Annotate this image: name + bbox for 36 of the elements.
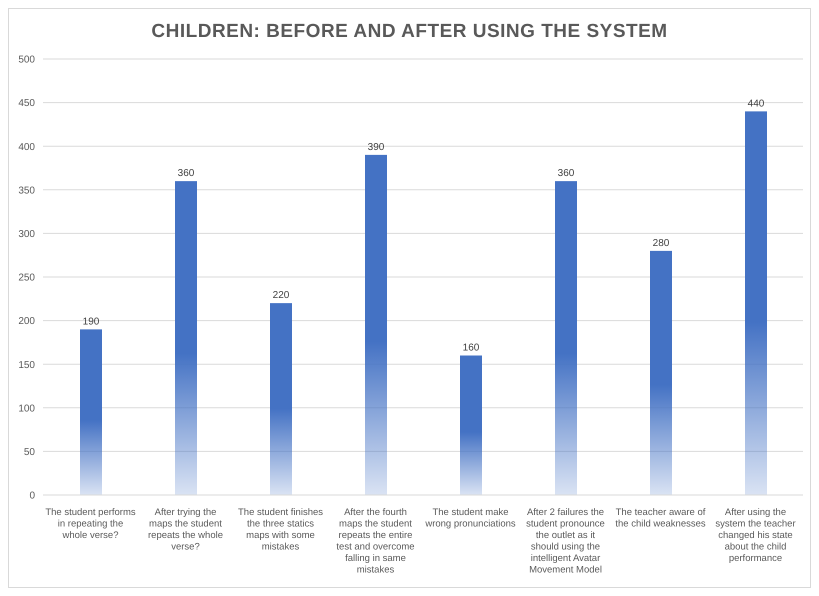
y-tick-label: 350 [18, 185, 36, 196]
data-label: 190 [82, 316, 100, 328]
data-label: 220 [272, 290, 290, 302]
y-tick-label: 150 [18, 360, 36, 371]
y-tick-label: 50 [24, 446, 36, 458]
y-tick-label: 0 [29, 490, 36, 502]
bar [175, 181, 197, 495]
y-tick-label: 200 [18, 316, 36, 328]
bar [555, 181, 577, 495]
data-label: 360 [558, 168, 575, 180]
x-tick-label: After the fourth maps the student repeats the entire test and overcome falling in same mistakes [336, 507, 415, 576]
x-tick-label: The student finishes the three statics maps with some mistakes [238, 507, 324, 552]
bar [745, 111, 767, 495]
chart-title: CHILDREN: BEFORE AND AFTER USING THE SYSTEM [150, 20, 669, 44]
y-tick-label: 400 [18, 142, 36, 153]
data-label: 390 [368, 142, 385, 153]
bar [365, 154, 387, 495]
x-tick-label: After trying the maps the student repeats the whole verse? [148, 507, 223, 552]
x-tick-label: The student performs in repeating the whole verse? [45, 507, 136, 541]
bar [650, 250, 672, 495]
x-tick-label: The teacher aware of the child weaknesses [615, 507, 706, 530]
data-label: 160 [462, 342, 480, 354]
x-tick-label: After using the system the teacher changed his state about the child performance [715, 507, 796, 564]
x-tick-label: After 2 failures the student pronounce the outlet as it should using the intelligent Avatar Movement Model [526, 507, 605, 576]
y-tick-label: 100 [18, 403, 36, 414]
x-tick-label: The student make wrong pronunciations [424, 507, 516, 530]
y-tick-label: 500 [18, 54, 36, 66]
data-label: 360 [178, 168, 195, 180]
bar [460, 355, 482, 495]
data-label: 280 [652, 238, 670, 249]
bar [80, 329, 102, 495]
bar [270, 303, 292, 495]
data-label: 440 [748, 98, 765, 110]
y-tick-label: 300 [18, 228, 36, 240]
y-tick-label: 250 [18, 272, 36, 284]
y-tick-label: 450 [18, 98, 36, 110]
